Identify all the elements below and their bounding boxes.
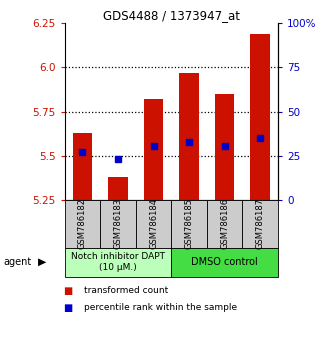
- Text: GSM786184: GSM786184: [149, 198, 158, 250]
- Text: percentile rank within the sample: percentile rank within the sample: [84, 303, 238, 312]
- Text: GSM786187: GSM786187: [256, 198, 265, 250]
- Text: GSM786186: GSM786186: [220, 198, 229, 250]
- Text: agent: agent: [3, 257, 31, 267]
- Text: ■: ■: [63, 303, 72, 313]
- Bar: [251, 34, 270, 200]
- Bar: [179, 73, 199, 200]
- Bar: [215, 94, 234, 200]
- Text: GSM786183: GSM786183: [114, 198, 122, 250]
- Polygon shape: [38, 258, 46, 266]
- Text: Notch inhibitor DAPT
(10 μM.): Notch inhibitor DAPT (10 μM.): [71, 252, 165, 272]
- Text: GSM786182: GSM786182: [78, 198, 87, 250]
- Text: GSM786185: GSM786185: [185, 198, 194, 250]
- Text: transformed count: transformed count: [84, 286, 169, 296]
- Bar: [108, 177, 128, 200]
- Bar: [72, 133, 92, 200]
- Text: DMSO control: DMSO control: [191, 257, 258, 267]
- Bar: [144, 99, 163, 200]
- Title: GDS4488 / 1373947_at: GDS4488 / 1373947_at: [103, 9, 240, 22]
- Text: ■: ■: [63, 286, 72, 296]
